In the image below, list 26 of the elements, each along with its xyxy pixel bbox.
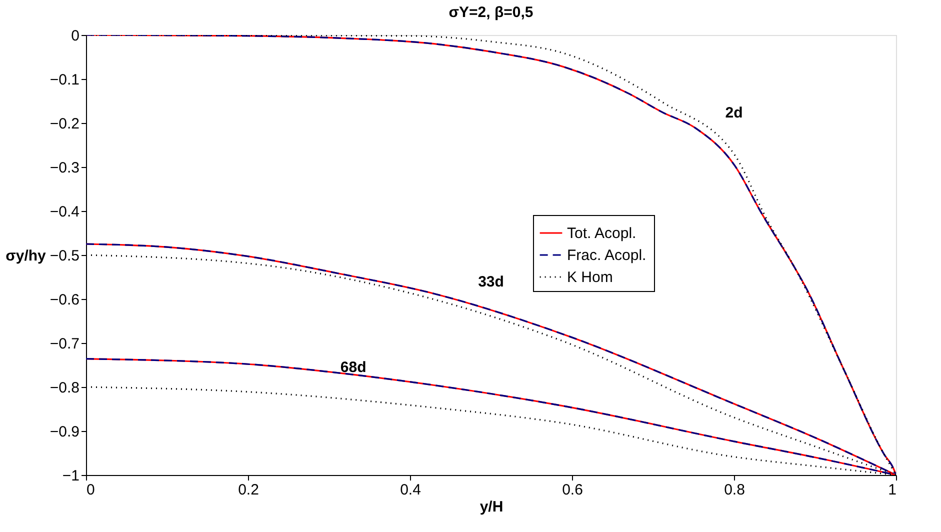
- legend-label: K Hom: [567, 269, 613, 286]
- x-tick-label: 1: [888, 482, 896, 498]
- y-tick-label: 0: [71, 28, 80, 44]
- x-axis-title: y/H: [480, 498, 504, 516]
- annotation: 33d: [478, 273, 504, 290]
- annotation: 68d: [340, 359, 366, 376]
- x-tick-label: 0: [86, 482, 95, 498]
- y-tick-label: −0.6: [50, 292, 80, 308]
- y-tick-label: −0.5: [50, 248, 80, 264]
- y-tick-label: −0.7: [50, 336, 80, 352]
- annotation: 2d: [725, 104, 743, 122]
- chart-title: σY=2, β=0,5: [448, 4, 534, 21]
- y-tick-label: −1: [62, 468, 80, 484]
- x-tick-label: 0.4: [400, 482, 421, 498]
- y-tick-label: −0.1: [50, 72, 80, 88]
- y-tick-label: −0.9: [50, 424, 80, 440]
- legend-label: Tot. Acopl.: [567, 225, 636, 242]
- y-axis-title: σy/hy: [6, 248, 47, 264]
- y-tick-label: −0.3: [50, 160, 80, 176]
- x-tick-label: 0.2: [238, 482, 259, 498]
- y-tick-label: −0.2: [50, 116, 80, 132]
- legend-label: Frac. Acopl.: [567, 247, 646, 264]
- y-tick-label: −0.4: [50, 204, 80, 220]
- x-tick-label: 0.6: [562, 482, 583, 498]
- x-tick-label: 0.8: [724, 482, 745, 498]
- y-tick-label: −0.8: [50, 380, 80, 396]
